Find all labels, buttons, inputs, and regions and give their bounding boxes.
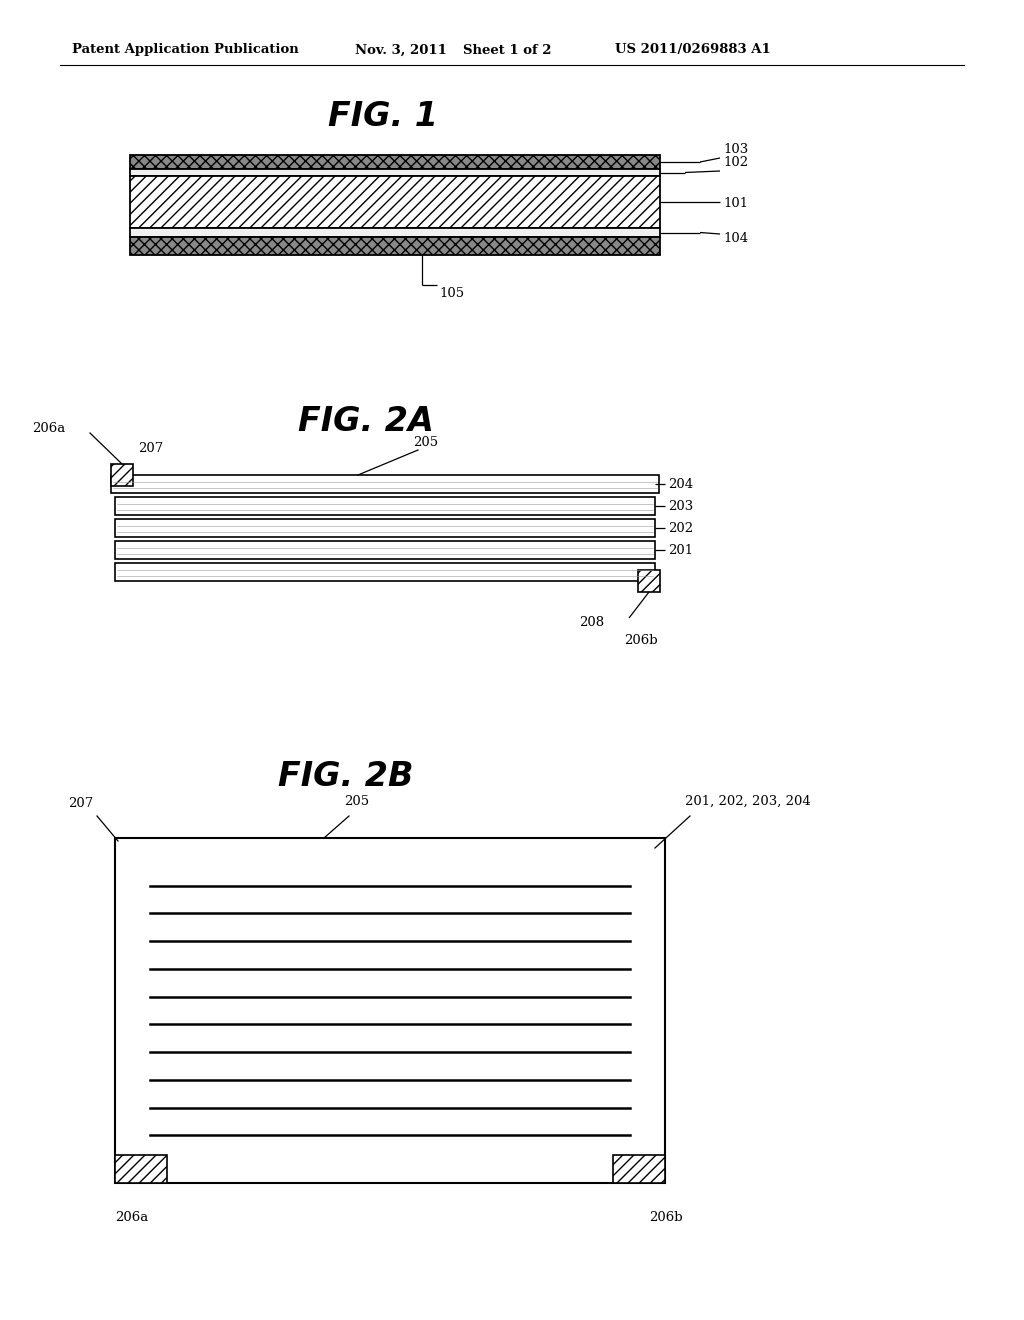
Text: 103: 103 xyxy=(723,143,749,156)
Text: 206a: 206a xyxy=(32,421,65,434)
Text: 105: 105 xyxy=(439,286,465,300)
Bar xyxy=(115,498,655,515)
Bar xyxy=(115,838,665,1183)
Bar xyxy=(638,570,660,591)
Text: 201: 201 xyxy=(668,544,693,557)
Bar xyxy=(130,238,660,255)
Bar xyxy=(130,176,660,228)
Text: Sheet 1 of 2: Sheet 1 of 2 xyxy=(463,44,552,57)
Text: 202: 202 xyxy=(668,521,693,535)
Bar xyxy=(115,564,655,581)
Bar xyxy=(115,541,655,558)
Bar xyxy=(115,1155,167,1183)
Text: 205: 205 xyxy=(413,437,438,450)
Bar xyxy=(115,519,655,537)
Text: 203: 203 xyxy=(668,499,693,512)
Text: 205: 205 xyxy=(344,795,369,808)
Bar xyxy=(130,228,660,238)
Bar xyxy=(613,1155,665,1183)
Text: 206b: 206b xyxy=(649,1210,683,1224)
Text: 104: 104 xyxy=(723,232,749,246)
Bar xyxy=(130,169,660,176)
Bar xyxy=(130,154,660,169)
Bar xyxy=(111,475,659,492)
Text: FIG. 2B: FIG. 2B xyxy=(278,760,414,793)
Bar xyxy=(111,465,133,486)
Text: 208: 208 xyxy=(579,616,604,630)
Text: 206a: 206a xyxy=(115,1210,148,1224)
Text: FIG. 1: FIG. 1 xyxy=(328,100,438,133)
Text: 101: 101 xyxy=(723,197,749,210)
Text: 204: 204 xyxy=(668,478,693,491)
Text: US 2011/0269883 A1: US 2011/0269883 A1 xyxy=(615,44,771,57)
Text: 207: 207 xyxy=(68,797,93,810)
Text: FIG. 2A: FIG. 2A xyxy=(298,405,434,438)
Text: 206b: 206b xyxy=(624,635,657,648)
Text: Patent Application Publication: Patent Application Publication xyxy=(72,44,299,57)
Text: 102: 102 xyxy=(723,156,749,169)
Text: 201, 202, 203, 204: 201, 202, 203, 204 xyxy=(685,795,811,808)
Text: Nov. 3, 2011: Nov. 3, 2011 xyxy=(355,44,446,57)
Text: 207: 207 xyxy=(138,441,163,454)
